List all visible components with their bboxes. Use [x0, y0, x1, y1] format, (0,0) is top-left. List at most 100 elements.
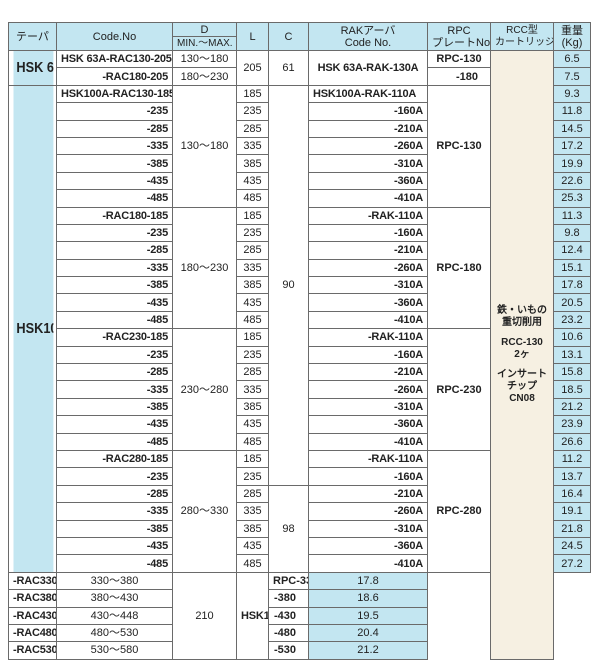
l-cell: 185 [236, 328, 269, 347]
rak-code-cell: HSK 63A-RAK-130A [308, 50, 428, 86]
code-cell: -335 [56, 258, 173, 278]
code-cell: -235 [56, 223, 173, 243]
code-cell: -285 [56, 119, 173, 138]
rak-code-cell: -210A [308, 363, 428, 382]
table-row: -235 235 -160A 11.8 [9, 102, 591, 121]
d-range-cell: 280～330 [172, 449, 237, 573]
d-range-cell: 130～180 [172, 84, 237, 208]
rak-code-cell: -160A [308, 467, 428, 486]
rpc-plate-cell: -430 [268, 606, 309, 625]
code-cell: -235 [56, 467, 173, 486]
header-rak-line2: Code No. [344, 36, 392, 49]
rcc-text-line: RCC-130 [501, 336, 543, 348]
code-cell: -RAC330-210 [8, 571, 57, 591]
l-cell: 235 [236, 223, 269, 243]
weight-cell: 19.5 [308, 606, 428, 625]
weight-cell: 21.2 [553, 397, 591, 417]
l-cell: 385 [236, 276, 269, 295]
rak-code-cell: HSK100A-RAK330-125 [236, 571, 269, 660]
code-cell: -335 [56, 136, 173, 156]
c-cell: 90 [268, 84, 309, 486]
l-cell: 485 [236, 554, 269, 573]
rpc-plate-cell: RPC-130 [427, 49, 491, 69]
table-row: -485 485 -410A 26.6 [9, 432, 591, 451]
rak-code-cell: -360A [308, 293, 428, 312]
rak-code-cell: -RAK-110A [308, 206, 428, 225]
header-taper: テーパ [8, 22, 57, 51]
l-cell: 185 [236, 449, 269, 469]
rpc-plate-cell: -180 [427, 67, 491, 86]
code-cell: -RAC280-185 [56, 449, 173, 469]
l-cell: 185 [236, 84, 269, 104]
l-cell: 485 [236, 310, 269, 330]
l-cell: 335 [236, 502, 269, 521]
weight-cell: 10.6 [553, 328, 591, 347]
rak-code-cell: -160A [308, 223, 428, 243]
rak-code-cell: -160A [308, 102, 428, 121]
l-cell: 210 [172, 571, 237, 660]
table-row: -335 335 -260A 19.1 [9, 502, 591, 521]
d-range-cell: 380～430 [56, 589, 173, 608]
l-cell: 335 [236, 136, 269, 156]
c-cell: 61 [268, 50, 309, 86]
table-row: -335 335 -260A 17.2 [9, 136, 591, 156]
rpc-plate-cell: -480 [268, 623, 309, 643]
weight-cell: 26.6 [553, 432, 591, 451]
table-row: -RAC180-185 180～230 185 -RAK-110A RPC-180 11.… [9, 206, 591, 330]
code-cell: -RAC230-185 [56, 328, 173, 347]
rpc-plate-cell: -380 [268, 589, 309, 608]
code-cell: -235 [56, 102, 173, 121]
rak-code-cell: -360A [308, 536, 428, 556]
l-cell: 485 [236, 432, 269, 451]
weight-cell: 6.5 [553, 49, 591, 69]
table-row: -285 285 -210A 15.8 [9, 363, 591, 382]
weight-cell: 18.6 [308, 589, 428, 608]
weight-cell: 23.9 [553, 415, 591, 434]
code-cell: -385 [56, 154, 173, 173]
code-cell: -485 [56, 310, 173, 330]
rcc-cartridge-cell: 鉄・いもの 重切削用 RCC-130 2ヶ インサートチップ CN08 [490, 50, 554, 660]
table-row: -285 285 98 -210A 16.4 [9, 484, 591, 573]
weight-cell: 18.5 [553, 380, 591, 399]
weight-cell: 23.2 [553, 310, 591, 330]
table-row: -RAC180-205 180～230 -180 7.5 [9, 67, 591, 86]
l-cell: 385 [236, 154, 269, 173]
rak-code-cell: -RAK-110A [308, 449, 428, 469]
code-cell: -485 [56, 189, 173, 208]
rak-code-cell: -310A [308, 519, 428, 538]
weight-cell: 17.8 [553, 276, 591, 295]
rcc-text-line: CN08 [509, 392, 535, 404]
rcc-text-line: 鉄・いもの [497, 304, 547, 316]
table-row: -235 235 -160A 13.7 [9, 467, 591, 486]
weight-cell: 27.2 [553, 554, 591, 573]
d-range-cell: 180～230 [172, 206, 237, 330]
code-cell: -285 [56, 363, 173, 382]
rak-code-cell: -410A [308, 432, 428, 451]
weight-cell: 11.3 [553, 206, 591, 225]
d-range-cell: 130～180 [172, 49, 237, 69]
code-cell: -385 [56, 276, 173, 295]
header-rcc-line1: RCC型 [506, 24, 538, 36]
weight-cell: 14.5 [553, 119, 591, 138]
weight-cell: 19.1 [553, 502, 591, 521]
header-rcc: RCC型カートリッジNo. [490, 22, 554, 51]
code-cell: -285 [56, 241, 173, 260]
code-cell: -435 [56, 171, 173, 191]
rpc-plate-cell: RPC-330 [268, 571, 309, 591]
weight-cell: 16.4 [553, 484, 591, 504]
rak-code-cell: -210A [308, 119, 428, 138]
weight-cell: 15.8 [553, 363, 591, 382]
weight-cell: 13.1 [553, 345, 591, 365]
rak-code-cell: -410A [308, 189, 428, 208]
header-row: テーパ Code.No D L C RAKアーバ Code No. RPC プレート… [8, 22, 591, 51]
d-range-cell: 230～280 [172, 328, 237, 451]
l-cell: 285 [236, 363, 269, 382]
rpc-plate-cell: -530 [268, 641, 309, 660]
l-cell: 485 [236, 189, 269, 208]
header-code: Code.No [56, 22, 173, 51]
c-cell: 98 [268, 484, 309, 573]
product-spec-table: テーパ Code.No D L C RAKアーバ Code No. RPC プレート… [8, 22, 591, 660]
table-row: HSK100AHSK100A-RAC130-185130～18018590HSK… [9, 84, 591, 573]
taper-cell: HSK 63A [11, 50, 54, 86]
table-row: -385 385 -310A 21.2 [9, 397, 591, 417]
